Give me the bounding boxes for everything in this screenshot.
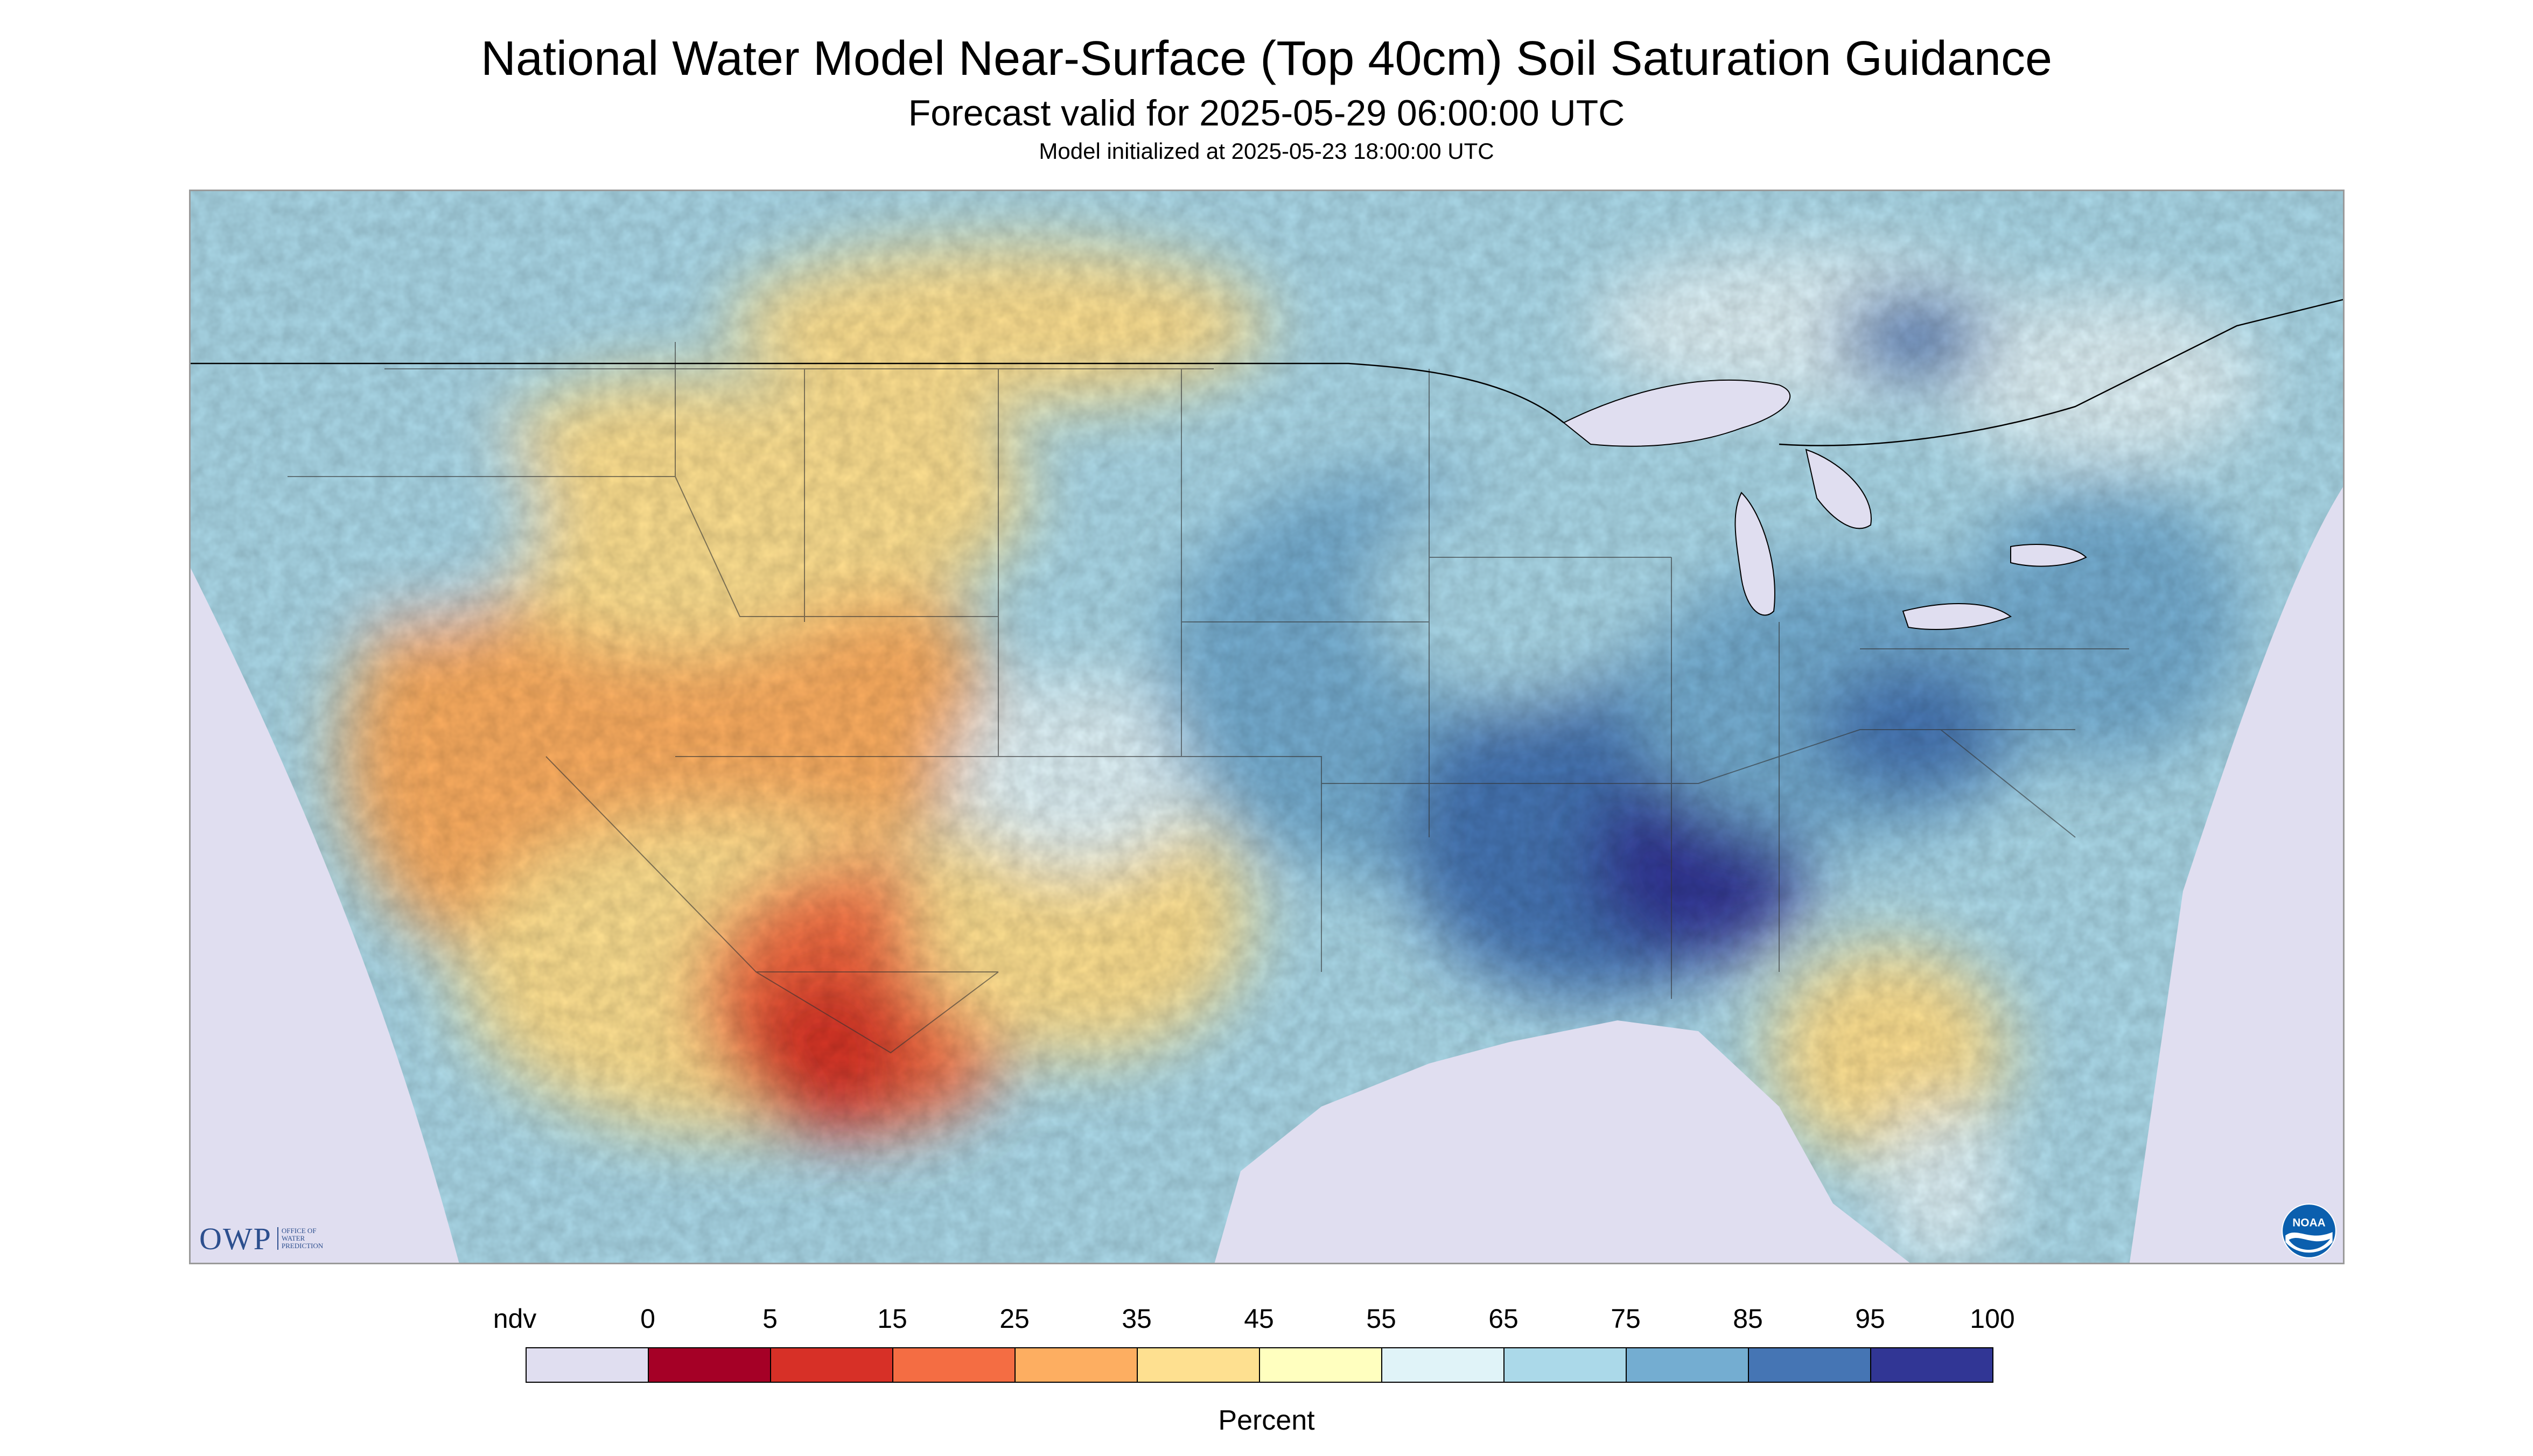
model-init-time: Model initialized at 2025-05-23 18:00:00… <box>1039 138 1494 164</box>
legend-swatch <box>526 1347 649 1383</box>
legend-tick-label: 35 <box>1122 1304 1152 1334</box>
legend-tick-label: 15 <box>877 1304 907 1334</box>
legend-colorbar <box>526 1347 1993 1383</box>
legend-swatch <box>1259 1347 1382 1383</box>
legend-swatch <box>648 1347 771 1383</box>
legend-swatch <box>1870 1347 1993 1383</box>
noaa-logo-text: NOAA <box>2292 1217 2325 1229</box>
owp-sub-line: PREDICTION <box>281 1242 324 1250</box>
legend-tick-label: 25 <box>999 1304 1030 1334</box>
legend-swatch <box>1014 1347 1138 1383</box>
chart-title: National Water Model Near-Surface (Top 4… <box>480 32 2052 86</box>
legend-tick-label: 85 <box>1733 1304 1763 1334</box>
legend-tick-label: 100 <box>1970 1304 2015 1334</box>
legend-swatch <box>770 1347 893 1383</box>
legend-tick-label: 5 <box>762 1304 778 1334</box>
canada-border <box>191 299 2343 446</box>
state-boundaries <box>288 342 2129 1054</box>
owp-sub-line: WATER <box>281 1234 305 1242</box>
legend-tick-label: ndv <box>493 1304 537 1334</box>
legend-tick-label: 65 <box>1488 1304 1519 1334</box>
soil-saturation-map[interactable] <box>189 190 2345 1264</box>
legend-swatch <box>1503 1347 1627 1383</box>
legend-swatch <box>892 1347 1016 1383</box>
great-lakes <box>1563 380 2087 630</box>
land-surface <box>191 191 2343 1263</box>
owp-sub-line: OFFICE OF <box>281 1227 317 1235</box>
forecast-valid-time: Forecast valid for 2025-05-29 06:00:00 U… <box>908 93 1625 134</box>
legend-tick-label: 75 <box>1611 1304 1641 1334</box>
map-svg <box>191 191 2343 1263</box>
legend-unit-label: Percent <box>1218 1405 1315 1436</box>
legend-swatch <box>1137 1347 1260 1383</box>
legend-swatch <box>1748 1347 1871 1383</box>
owp-logo-text: OWP <box>199 1221 272 1256</box>
legend-swatch <box>1381 1347 1505 1383</box>
owp-logo: OWP OFFICE OF WATER PREDICTION <box>199 1221 323 1256</box>
legend-tick-label: 0 <box>640 1304 655 1334</box>
legend-tick-label: 45 <box>1244 1304 1274 1334</box>
noaa-logo: NOAA <box>2282 1203 2336 1258</box>
owp-logo-subtext: OFFICE OF WATER PREDICTION <box>277 1227 323 1250</box>
legend-swatch <box>1626 1347 1749 1383</box>
legend-tick-label: 55 <box>1366 1304 1396 1334</box>
legend-tick-label: 95 <box>1855 1304 1885 1334</box>
